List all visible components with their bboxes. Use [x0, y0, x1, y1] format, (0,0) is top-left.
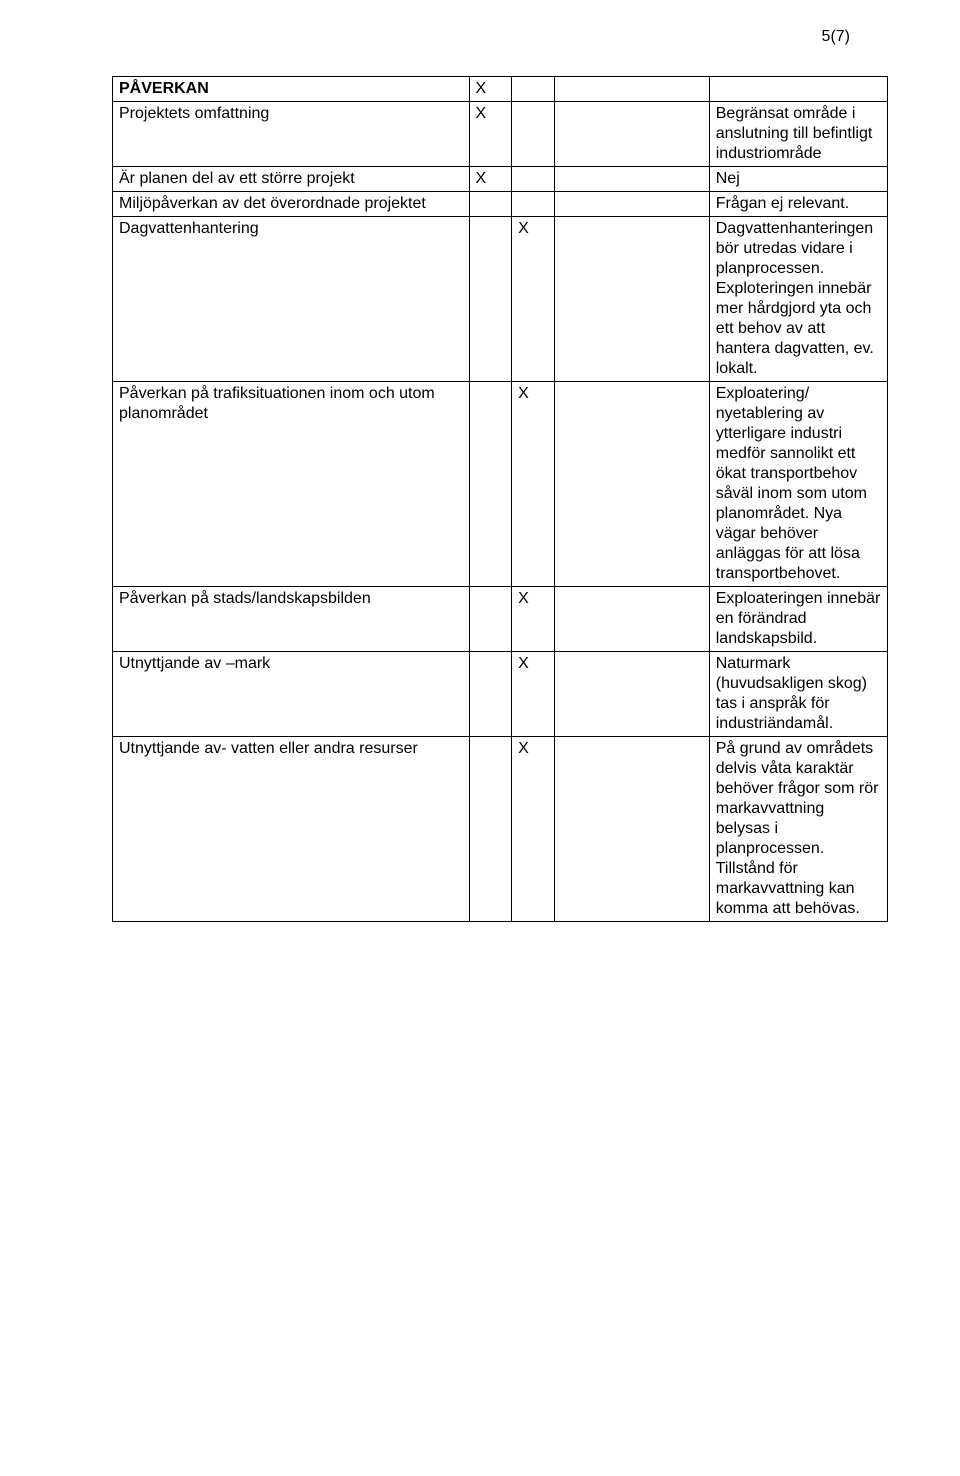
- row-col2: [469, 587, 512, 652]
- table-row: Påverkan på stads/landskapsbilden X Expl…: [113, 587, 888, 652]
- row-col3: X: [512, 737, 555, 922]
- row-comment: På grund av områdets delvis våta karaktä…: [709, 737, 887, 922]
- table-row: Påverkan på trafiksituationen inom och u…: [113, 382, 888, 587]
- row-col4: [554, 167, 709, 192]
- row-label: Är planen del av ett större projekt: [113, 167, 470, 192]
- row-col4: [554, 737, 709, 922]
- row-comment: Exploateringen innebär en förändrad land…: [709, 587, 887, 652]
- row-col3: X: [512, 652, 555, 737]
- row-col4: [554, 192, 709, 217]
- row-col3: [512, 167, 555, 192]
- impact-table: PÅVERKAN X Projektets omfattning X Begrä…: [112, 76, 888, 922]
- row-col2: [469, 382, 512, 587]
- row-col3: X: [512, 382, 555, 587]
- section-col3: [512, 77, 555, 102]
- row-label: Dagvattenhantering: [113, 217, 470, 382]
- row-label: Projektets omfattning: [113, 102, 470, 167]
- row-col3: X: [512, 217, 555, 382]
- row-comment: Frågan ej relevant.: [709, 192, 887, 217]
- table-row: Dagvattenhantering X Dagvattenhanteringe…: [113, 217, 888, 382]
- row-label: Utnyttjande av- vatten eller andra resur…: [113, 737, 470, 922]
- section-title: PÅVERKAN: [113, 77, 470, 102]
- row-col2: [469, 192, 512, 217]
- table-row: Utnyttjande av –mark X Naturmark (huvuds…: [113, 652, 888, 737]
- row-col2: X: [469, 167, 512, 192]
- row-col3: [512, 192, 555, 217]
- row-col3: [512, 102, 555, 167]
- table-row: Miljöpåverkan av det överordnade projekt…: [113, 192, 888, 217]
- table-row: Är planen del av ett större projekt X Ne…: [113, 167, 888, 192]
- document-page: 5(7) PÅVERKAN X Projektets omfattning X …: [0, 0, 960, 1476]
- row-col2: [469, 652, 512, 737]
- row-col2: [469, 217, 512, 382]
- page-number: 5(7): [822, 28, 850, 46]
- row-col2: X: [469, 102, 512, 167]
- row-col4: [554, 382, 709, 587]
- row-col3: X: [512, 587, 555, 652]
- row-comment: Naturmark (huvudsakligen skog) tas i ans…: [709, 652, 887, 737]
- table-row: Projektets omfattning X Begränsat område…: [113, 102, 888, 167]
- row-label: Miljöpåverkan av det överordnade projekt…: [113, 192, 470, 217]
- row-label: Utnyttjande av –mark: [113, 652, 470, 737]
- row-comment: Dagvattenhanteringen bör utredas vidare …: [709, 217, 887, 382]
- row-label: Påverkan på trafiksituationen inom och u…: [113, 382, 470, 587]
- row-col4: [554, 652, 709, 737]
- section-col5: [709, 77, 887, 102]
- row-col4: [554, 587, 709, 652]
- section-header-row: PÅVERKAN X: [113, 77, 888, 102]
- table-row: Utnyttjande av- vatten eller andra resur…: [113, 737, 888, 922]
- row-col2: [469, 737, 512, 922]
- section-col2: X: [469, 77, 512, 102]
- row-comment: Begränsat område i anslutning till befin…: [709, 102, 887, 167]
- section-col4: [554, 77, 709, 102]
- row-col4: [554, 102, 709, 167]
- row-comment: Exploatering/ nyetablering av ytterligar…: [709, 382, 887, 587]
- row-col4: [554, 217, 709, 382]
- row-label: Påverkan på stads/landskapsbilden: [113, 587, 470, 652]
- row-comment: Nej: [709, 167, 887, 192]
